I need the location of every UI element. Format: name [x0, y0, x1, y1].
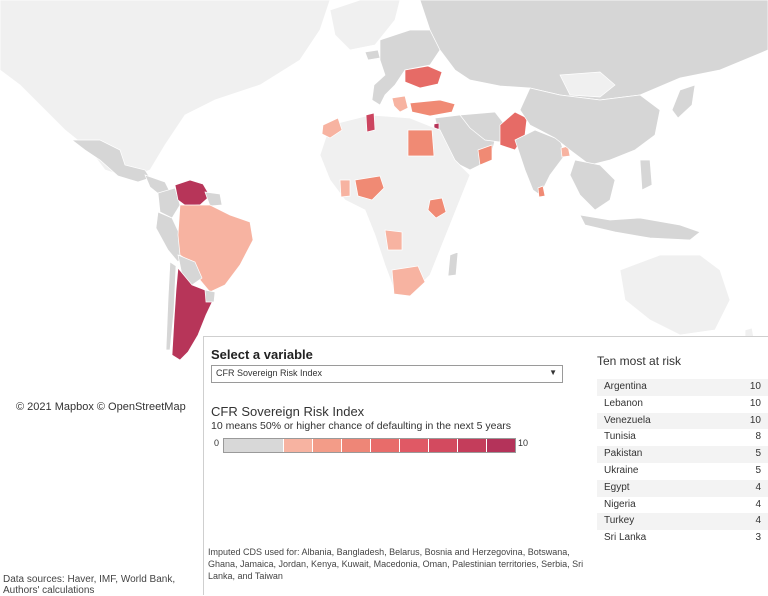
- risk-score: 8: [755, 431, 761, 443]
- risk-table: Argentina 10 Lebanon 10 Venezuela 10 Tunisia 8 P…: [597, 379, 768, 547]
- risk-score: 3: [755, 532, 761, 544]
- country-name: Argentina: [604, 381, 647, 392]
- country-name: Sri Lanka: [604, 532, 647, 544]
- country-name: Turkey: [604, 515, 635, 527]
- region-colombia[interactable]: [157, 187, 181, 219]
- risk-score: 5: [755, 448, 761, 460]
- region-southeast-asia[interactable]: [569, 159, 616, 211]
- table-row[interactable]: Nigeria 4: [597, 497, 768, 514]
- legend-swatch: [312, 439, 342, 452]
- region-nigeria[interactable]: [354, 175, 385, 201]
- region-south-africa[interactable]: [391, 265, 426, 297]
- legend-color-scale: [223, 438, 516, 453]
- region-ukraine[interactable]: [404, 65, 443, 89]
- region-balkans[interactable]: [391, 95, 409, 113]
- country-name: Egypt: [604, 481, 630, 493]
- region-angola[interactable]: [384, 229, 403, 251]
- table-row[interactable]: Egypt 4: [597, 479, 768, 497]
- info-panel: Select a variable CFR Sovereign Risk Ind…: [203, 336, 768, 595]
- region-ghana[interactable]: [339, 179, 351, 198]
- risk-score: 5: [755, 464, 761, 476]
- legend-title: CFR Sovereign Risk Index: [211, 404, 365, 419]
- region-egypt[interactable]: [407, 129, 435, 157]
- region-oman[interactable]: [477, 144, 493, 166]
- region-japan[interactable]: [671, 84, 696, 119]
- ten-most-at-risk: Ten most at risk Argentina 10 Lebanon 10 Ven…: [597, 337, 768, 595]
- country-name: Venezuela: [604, 414, 651, 426]
- region-madagascar[interactable]: [447, 251, 459, 277]
- region-india[interactable]: [514, 129, 566, 196]
- region-china[interactable]: [519, 87, 661, 166]
- legend-swatch: [428, 439, 458, 452]
- region-turkey[interactable]: [409, 99, 456, 117]
- variable-dropdown[interactable]: CFR Sovereign Risk Index ▼: [211, 365, 563, 383]
- region-morocco[interactable]: [321, 117, 343, 139]
- country-name: Nigeria: [604, 498, 636, 510]
- imputed-note: Imputed CDS used for: Albania, Banglades…: [208, 547, 584, 581]
- region-sri-lanka[interactable]: [537, 185, 546, 198]
- legend-swatch: [224, 439, 284, 452]
- table-row[interactable]: Venezuela 10: [597, 412, 768, 430]
- region-tunisia[interactable]: [365, 112, 376, 133]
- table-row[interactable]: Turkey 4: [597, 513, 768, 531]
- legend-min-label: 0: [214, 438, 220, 448]
- region-iceland[interactable]: [364, 49, 381, 61]
- region-chile[interactable]: [165, 261, 177, 351]
- legend-swatch: [370, 439, 400, 452]
- country-name: Ukraine: [604, 464, 639, 476]
- region-australia[interactable]: [619, 254, 731, 336]
- risk-score: 10: [749, 381, 761, 392]
- table-row[interactable]: Pakistan 5: [597, 446, 768, 463]
- dropdown-value: CFR Sovereign Risk Index: [216, 368, 323, 378]
- country-name: Tunisia: [604, 431, 636, 443]
- region-africa[interactable]: [319, 114, 471, 296]
- risk-score: 4: [755, 498, 761, 510]
- country-name: Pakistan: [604, 448, 643, 460]
- legend-swatch: [399, 439, 429, 452]
- legend-swatch: [486, 439, 515, 452]
- legend-swatch: [341, 439, 371, 452]
- region-greenland[interactable]: [329, 0, 401, 51]
- region-argentina[interactable]: [171, 267, 216, 361]
- table-row[interactable]: Argentina 10: [597, 379, 768, 396]
- legend-swatch: [283, 439, 313, 452]
- legend-swatch: [457, 439, 487, 452]
- table-row[interactable]: Lebanon 10: [597, 396, 768, 413]
- table-row[interactable]: Sri Lanka 3: [597, 530, 768, 547]
- region-uruguay[interactable]: [204, 289, 216, 303]
- ten-most-title: Ten most at risk: [597, 354, 682, 368]
- risk-score: 4: [755, 481, 761, 493]
- legend-subtitle: 10 means 50% or higher chance of default…: [211, 420, 512, 432]
- map-attribution[interactable]: © 2021 Mapbox © OpenStreetMap: [16, 401, 186, 413]
- region-north-america[interactable]: [0, 0, 331, 179]
- select-variable-title: Select a variable: [211, 347, 313, 362]
- table-row[interactable]: Ukraine 5: [597, 463, 768, 480]
- region-venezuela[interactable]: [174, 179, 211, 207]
- region-philippines[interactable]: [639, 159, 653, 191]
- data-sources: Data sources: Haver, IMF, World Bank, Au…: [3, 574, 176, 596]
- risk-score: 10: [749, 414, 761, 426]
- region-mongolia[interactable]: [559, 71, 616, 98]
- risk-score: 10: [749, 397, 761, 409]
- caret-down-icon[interactable]: ▼: [549, 368, 557, 377]
- country-name: Lebanon: [604, 397, 643, 409]
- legend-max-label: 10: [518, 438, 529, 448]
- region-guianas[interactable]: [204, 191, 223, 207]
- region-kenya[interactable]: [427, 197, 447, 219]
- region-indonesia[interactable]: [579, 214, 701, 241]
- table-row[interactable]: Tunisia 8: [597, 429, 768, 446]
- risk-score: 4: [755, 515, 761, 527]
